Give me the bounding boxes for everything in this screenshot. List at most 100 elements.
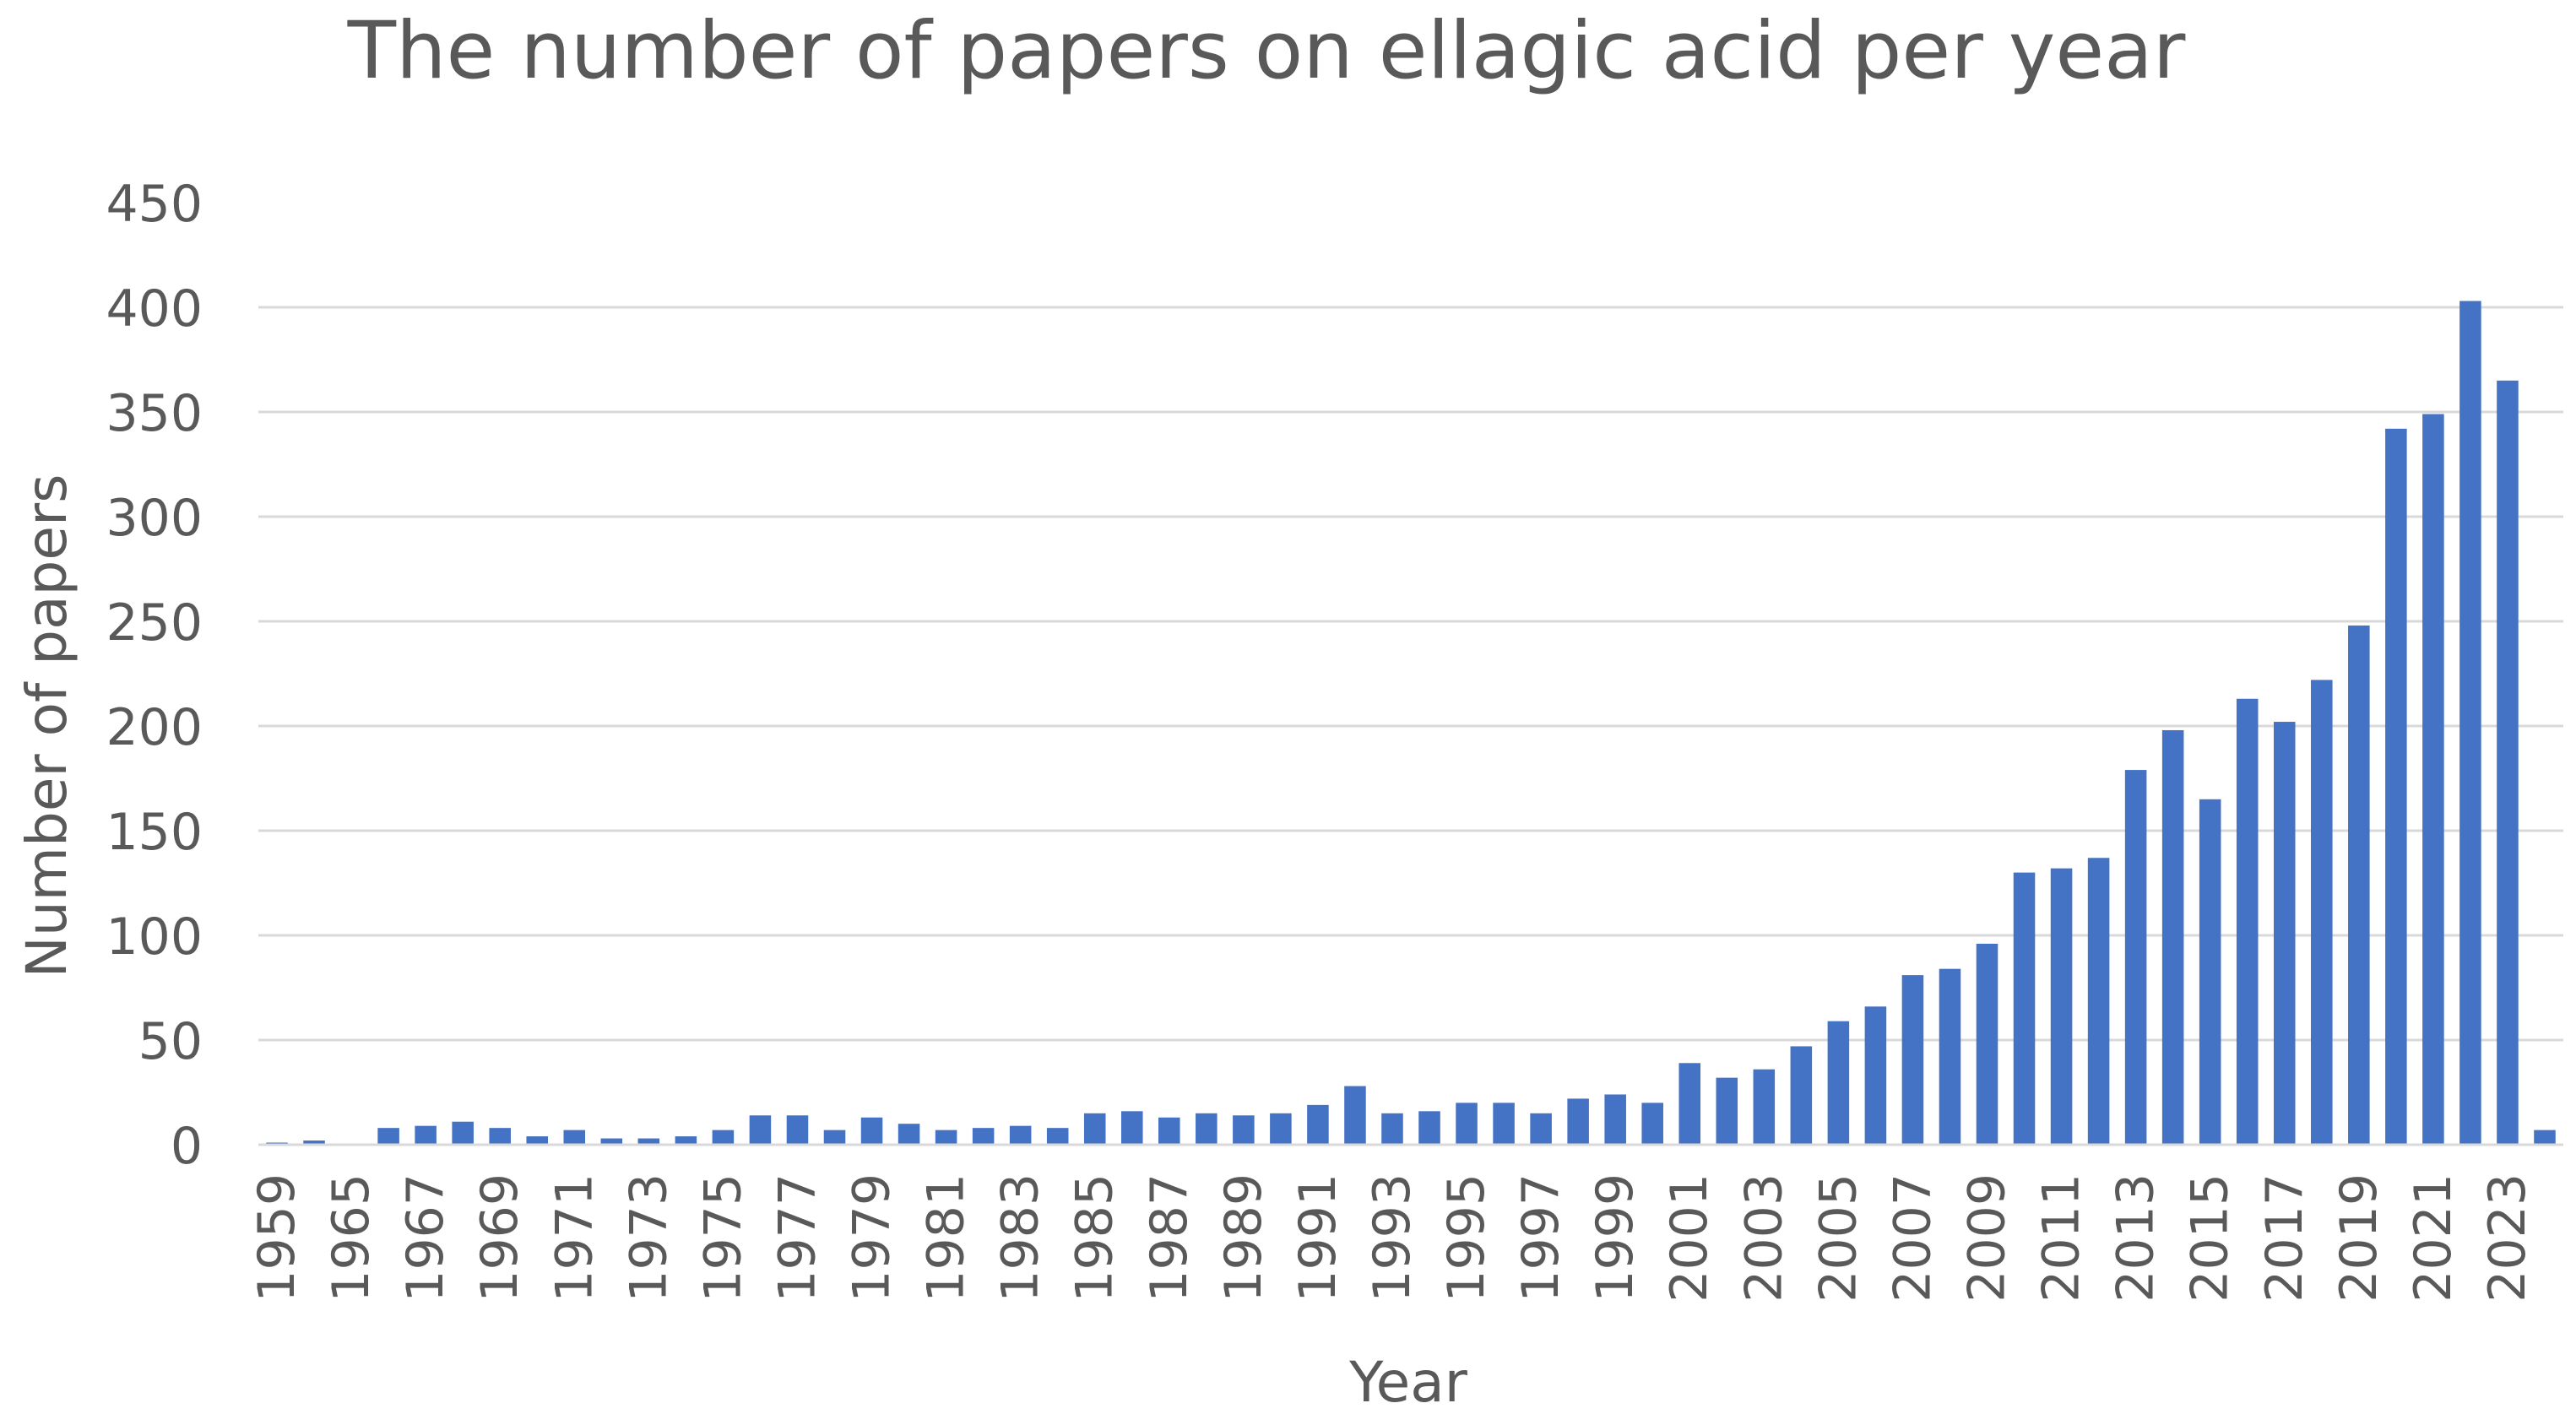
x-tick-label: 1973 bbox=[619, 1173, 678, 1303]
y-tick-label: 50 bbox=[138, 1012, 203, 1071]
x-tick-label: 2003 bbox=[1734, 1173, 1793, 1303]
bar-2008 bbox=[1939, 968, 1961, 1145]
x-tick-label: 2009 bbox=[1958, 1173, 2017, 1303]
bar-2024 bbox=[2534, 1130, 2556, 1145]
x-tick-label: 2023 bbox=[2478, 1173, 2537, 1303]
x-tick-label: 1959 bbox=[247, 1173, 306, 1303]
bar-1982 bbox=[972, 1128, 995, 1145]
bar-2023 bbox=[2497, 380, 2519, 1145]
bars bbox=[266, 301, 2556, 1146]
x-tick-label: 1985 bbox=[1066, 1173, 1125, 1303]
bar-2012 bbox=[2087, 858, 2110, 1145]
bar-1990 bbox=[1270, 1113, 1292, 1145]
bar-1977 bbox=[786, 1115, 809, 1145]
bar-2003 bbox=[1753, 1069, 1776, 1145]
bar-1967 bbox=[415, 1125, 437, 1145]
y-tick-label: 100 bbox=[106, 907, 203, 967]
bar-1981 bbox=[935, 1130, 957, 1145]
bar-1998 bbox=[1567, 1098, 1589, 1145]
x-tick-label: 2015 bbox=[2181, 1173, 2240, 1303]
bar-1978 bbox=[823, 1130, 846, 1145]
x-tick-label: 2001 bbox=[1660, 1173, 1719, 1303]
bar-1993 bbox=[1381, 1113, 1403, 1145]
bar-2004 bbox=[1790, 1046, 1813, 1145]
x-axis-tick-labels: 1959 1965 1967 1969 1971 1973 1975 1977 1979 1981… bbox=[247, 1173, 2537, 1303]
x-tick-label: 1967 bbox=[396, 1173, 455, 1303]
x-tick-label: 2013 bbox=[2107, 1173, 2166, 1303]
gridlines bbox=[258, 306, 2563, 1042]
y-tick-label: 300 bbox=[106, 489, 203, 548]
bar-2016 bbox=[2236, 698, 2259, 1145]
y-axis-title: Number of papers bbox=[14, 474, 79, 978]
bar-2015 bbox=[2199, 799, 2221, 1145]
bar-1986 bbox=[1120, 1111, 1143, 1145]
bar-1972 bbox=[600, 1138, 623, 1145]
y-tick-label: 250 bbox=[106, 593, 203, 653]
x-tick-label: 1991 bbox=[1288, 1173, 1348, 1303]
x-tick-label: 1979 bbox=[843, 1173, 902, 1303]
bar-1987 bbox=[1158, 1117, 1180, 1145]
bar-1975 bbox=[712, 1130, 735, 1145]
x-tick-label: 2011 bbox=[2032, 1173, 2091, 1303]
x-tick-label: 2005 bbox=[1809, 1173, 1868, 1303]
bar-2010 bbox=[2013, 872, 2036, 1145]
bar-2006 bbox=[1864, 1006, 1887, 1145]
bar-1966 bbox=[377, 1128, 399, 1145]
bar-1994 bbox=[1418, 1111, 1440, 1145]
bar-1989 bbox=[1233, 1115, 1255, 1145]
x-tick-label: 1999 bbox=[1586, 1173, 1645, 1303]
bar-1970 bbox=[526, 1136, 549, 1145]
y-tick-label: 450 bbox=[106, 175, 203, 234]
bar-1997 bbox=[1530, 1113, 1552, 1145]
x-tick-label: 1993 bbox=[1363, 1173, 1422, 1303]
bar-2001 bbox=[1678, 1063, 1701, 1145]
x-tick-label: 1977 bbox=[767, 1173, 827, 1303]
bar-1979 bbox=[860, 1117, 883, 1145]
x-tick-label: 1995 bbox=[1437, 1173, 1496, 1303]
x-tick-label: 1997 bbox=[1511, 1173, 1570, 1303]
bar-1971 bbox=[563, 1130, 586, 1145]
x-tick-label: 1971 bbox=[545, 1173, 604, 1303]
bar-2007 bbox=[1901, 975, 1924, 1145]
bar-1964 bbox=[303, 1140, 325, 1145]
x-tick-label: 1987 bbox=[1140, 1173, 1199, 1303]
x-tick-label: 2021 bbox=[2404, 1173, 2463, 1303]
bar-2011 bbox=[2050, 868, 2073, 1145]
y-tick-label: 400 bbox=[106, 279, 203, 339]
bar-2022 bbox=[2459, 301, 2481, 1145]
x-tick-label: 2007 bbox=[1883, 1173, 1942, 1303]
bar-1992 bbox=[1344, 1086, 1366, 1145]
bar-1980 bbox=[898, 1124, 920, 1145]
y-tick-label: 150 bbox=[106, 803, 203, 862]
bar-2009 bbox=[1976, 943, 1998, 1145]
bar-2019 bbox=[2348, 625, 2370, 1145]
bar-1983 bbox=[1009, 1125, 1032, 1145]
bar-2021 bbox=[2422, 414, 2444, 1146]
bar-2017 bbox=[2273, 722, 2296, 1145]
y-tick-label: 0 bbox=[171, 1117, 203, 1176]
bar-1988 bbox=[1196, 1113, 1217, 1145]
bar-1985 bbox=[1083, 1113, 1106, 1145]
bar-2013 bbox=[2124, 770, 2147, 1145]
bar-2005 bbox=[1827, 1021, 1850, 1145]
bar-2000 bbox=[1641, 1102, 1663, 1145]
x-tick-label: 2017 bbox=[2255, 1173, 2314, 1303]
bar-1999 bbox=[1604, 1094, 1626, 1145]
bar-1969 bbox=[489, 1128, 511, 1145]
chart-title: The number of papers on ellagic acid per… bbox=[347, 5, 2186, 97]
x-tick-label: 1981 bbox=[917, 1173, 976, 1303]
bar-1991 bbox=[1307, 1104, 1329, 1145]
bar-1974 bbox=[675, 1136, 697, 1145]
bar-2002 bbox=[1716, 1077, 1738, 1145]
x-tick-label: 1969 bbox=[470, 1173, 529, 1303]
y-tick-label: 200 bbox=[106, 698, 203, 757]
x-tick-label: 2019 bbox=[2329, 1173, 2389, 1303]
bar-1996 bbox=[1493, 1102, 1515, 1145]
x-tick-label: 1965 bbox=[322, 1173, 381, 1303]
bar-1973 bbox=[637, 1138, 660, 1145]
bar-1968 bbox=[452, 1121, 474, 1145]
bar-2020 bbox=[2385, 428, 2407, 1146]
x-axis-title: Year bbox=[1348, 1350, 1468, 1414]
y-tick-label: 350 bbox=[106, 384, 203, 443]
